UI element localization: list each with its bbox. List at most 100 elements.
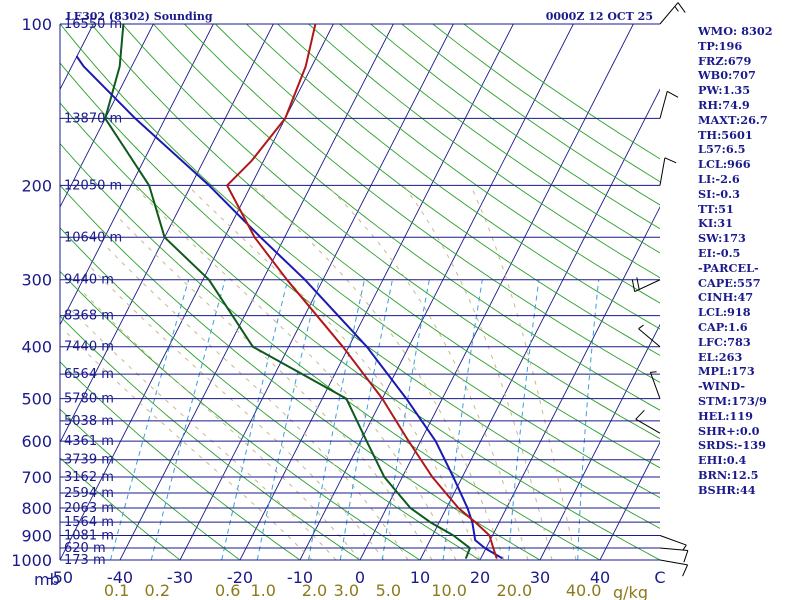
temperature-profile-point bbox=[474, 521, 477, 523]
index-item: RH:74.9 bbox=[698, 97, 750, 112]
pressure-tick-label: 800 bbox=[21, 499, 52, 518]
temperature-profile-point bbox=[407, 440, 410, 442]
parcel-profile-point bbox=[471, 521, 474, 523]
index-item: SI:-0.3 bbox=[698, 186, 740, 201]
parcel-profile-point bbox=[208, 184, 210, 187]
dewpoint-profile-point bbox=[345, 397, 348, 400]
dewpoint-profile-point bbox=[429, 521, 432, 523]
height-label: 13870 m bbox=[64, 111, 122, 126]
height-label: 8368 m bbox=[64, 309, 114, 324]
parcel-profile-point bbox=[501, 557, 503, 559]
parcel-profile-point bbox=[405, 397, 408, 400]
wind-barb bbox=[631, 277, 661, 293]
wind-barb bbox=[659, 157, 677, 186]
temperature-tick-label: 20 bbox=[470, 568, 490, 587]
index-item: L57:6.5 bbox=[698, 142, 746, 157]
temperature-profile-point bbox=[488, 534, 491, 537]
index-item: WMO: 8302 bbox=[698, 24, 773, 38]
pressure-tick-label: 100 bbox=[21, 15, 52, 34]
pressure-tick-label: 400 bbox=[21, 338, 52, 357]
pressure-tick-label: 600 bbox=[21, 432, 52, 451]
isobar-layer bbox=[60, 23, 660, 561]
temperature-profile-point bbox=[286, 278, 288, 281]
index-item: EI:-0.5 bbox=[698, 245, 741, 260]
temperature-tick-label: -40 bbox=[107, 568, 133, 587]
wind-barb bbox=[659, 559, 689, 577]
temperature-profile-point bbox=[457, 507, 460, 509]
isotherm-line bbox=[419, 88, 660, 560]
mixing-ratio-tick-label: 0.6 bbox=[215, 581, 240, 600]
mixing-ratio-tick-label: 40.0 bbox=[566, 581, 602, 600]
parcel-profile-point bbox=[452, 476, 455, 478]
index-item: LCL:966 bbox=[698, 157, 751, 172]
height-label: 173 m bbox=[64, 553, 106, 568]
height-label: 10640 m bbox=[64, 230, 122, 245]
temperature-profile bbox=[226, 24, 498, 559]
pressure-unit-label: mb bbox=[34, 570, 60, 589]
isotherm-line bbox=[60, 24, 214, 326]
dewpoint-profile-point bbox=[469, 547, 471, 549]
temperature-tick-label: 10 bbox=[410, 568, 430, 587]
temperature-profile-point bbox=[226, 184, 228, 187]
index-item: SRDS:-139 bbox=[698, 438, 766, 453]
index-item: EHI:0.4 bbox=[698, 453, 747, 468]
temperature-tick-label: -30 bbox=[167, 568, 193, 587]
index-item: PW:1.35 bbox=[698, 83, 751, 98]
moist-adiabat bbox=[252, 185, 505, 560]
parcel-profile-point bbox=[134, 117, 136, 120]
indices-panel: WMO: 8302 TP:196 FRZ:679 WB0:707 PW:1.35 RH:7… bbox=[698, 24, 798, 498]
index-item: STM:173/9 bbox=[698, 393, 767, 408]
height-label: 2594 m bbox=[64, 486, 114, 501]
parcel-profile-point bbox=[466, 507, 469, 509]
wind-barb bbox=[659, 535, 687, 551]
parcel-profile-point bbox=[366, 345, 368, 348]
dewpoint-profile-point bbox=[365, 440, 368, 442]
height-label: 6564 m bbox=[64, 367, 114, 382]
mixing-ratio-tick-label: 2.0 bbox=[302, 581, 327, 600]
index-item: MPL:173 bbox=[698, 364, 755, 379]
pressure-tick-label: 700 bbox=[21, 468, 52, 487]
height-label: 12050 m bbox=[64, 178, 122, 193]
dewpoint-profile-point bbox=[452, 534, 455, 537]
dewpoint-profile-point bbox=[122, 24, 125, 25]
height-label: 7440 m bbox=[64, 340, 114, 355]
height-label: 1564 m bbox=[64, 515, 114, 530]
dewpoint-profile-point bbox=[163, 236, 166, 239]
index-item: SHR+:0.0 bbox=[698, 423, 760, 438]
temperature-profile-point bbox=[381, 397, 384, 400]
index-item: KI:31 bbox=[698, 216, 733, 231]
mixing-ratio-tick-label: 5.0 bbox=[376, 581, 401, 600]
wind-barb bbox=[649, 371, 661, 399]
height-label: 3162 m bbox=[64, 470, 114, 485]
parcel-profile-point bbox=[484, 547, 486, 549]
index-item: FRZ:679 bbox=[698, 53, 752, 68]
temperature-tick-label: -20 bbox=[227, 568, 253, 587]
isotherm-line bbox=[60, 24, 154, 209]
height-label: 16550 m bbox=[64, 17, 122, 32]
temperature-profile-point bbox=[314, 24, 317, 25]
parcel-profile-point bbox=[434, 440, 437, 442]
temperature-tick-label: C bbox=[654, 568, 665, 587]
temperature-profile-point bbox=[284, 117, 287, 120]
index-item: CAP:1.6 bbox=[698, 319, 748, 334]
height-label: 620 m bbox=[64, 541, 106, 556]
temperature-profile-point bbox=[342, 345, 344, 348]
isotherm-line bbox=[299, 24, 574, 560]
isotherm-line bbox=[479, 206, 660, 560]
mixing-ratio-tick-label: 10.0 bbox=[431, 581, 467, 600]
dewpoint-profile-point bbox=[465, 557, 467, 559]
index-item: CINH:47 bbox=[698, 290, 754, 305]
temperature-profile-point bbox=[250, 160, 253, 162]
temperature-profile-point bbox=[304, 65, 307, 68]
height-label: 5038 m bbox=[64, 414, 114, 429]
temperature-profile-point bbox=[495, 557, 498, 559]
wind-barb bbox=[659, 2, 686, 25]
parcel-profile-point bbox=[474, 539, 477, 541]
mixing-ratio-tick-label: 0.1 bbox=[104, 581, 129, 600]
temperature-tick-label: 0 bbox=[355, 568, 365, 587]
pressure-tick-label: 1000 bbox=[11, 551, 52, 570]
temperature-tick-label: 30 bbox=[530, 568, 550, 587]
dewpoint-profile-point bbox=[409, 507, 412, 509]
parcel-profile-point bbox=[259, 236, 262, 239]
